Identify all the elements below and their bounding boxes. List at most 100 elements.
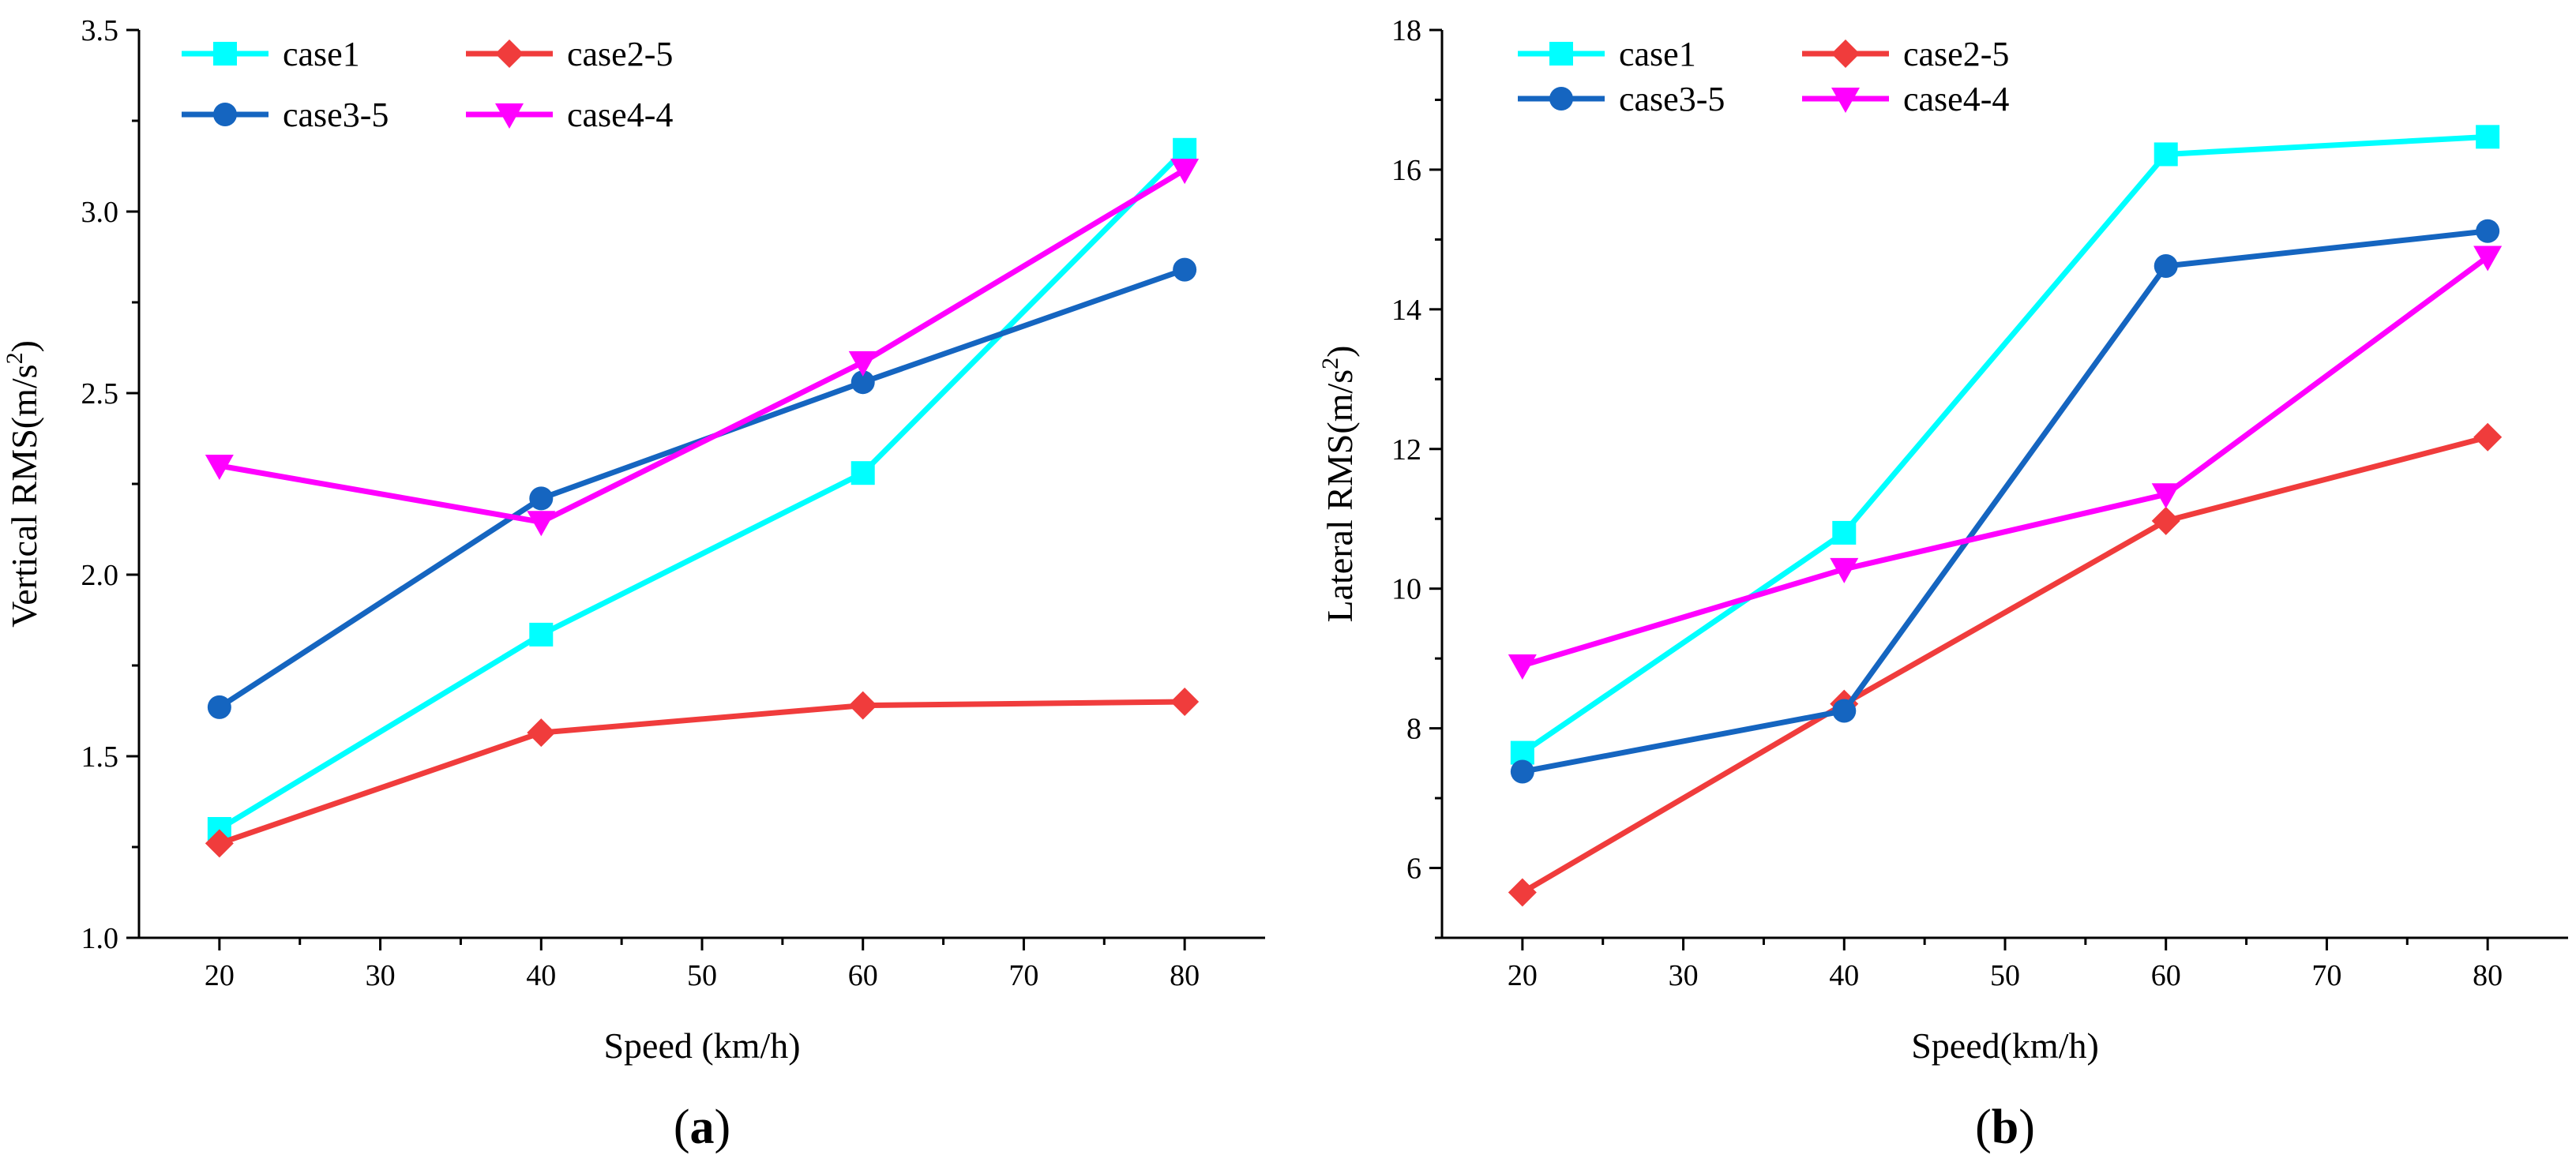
chart-b-y-tick-label: 16 <box>1391 154 1421 187</box>
chart-a-point-case2-5 <box>527 718 556 748</box>
chart-a-legend-label-case1: case1 <box>283 35 360 73</box>
chart-a-legend-label-case4-4: case4-4 <box>567 96 673 134</box>
chart-a-point-case4-4 <box>1170 159 1200 185</box>
chart-b-point-case1 <box>2476 125 2500 149</box>
chart-a-legend-item-case2-5: case2-5 <box>466 35 673 73</box>
chart-b-point-case2-5 <box>2151 506 2180 535</box>
chart-b-x-tick-label: 30 <box>1669 959 1699 992</box>
chart-b-y-axis-title-end: ) <box>1320 345 1360 357</box>
chart-b-series-case3-5 <box>1510 219 2500 784</box>
chart-b-y-tick-label: 8 <box>1406 713 1421 746</box>
chart-a-y-tick-label: 1.0 <box>81 922 119 955</box>
chart-b-legend-marker-case1 <box>1549 42 1573 66</box>
chart-a-point-case1 <box>851 461 875 485</box>
chart-b-point-case4-4 <box>2151 483 2180 509</box>
chart-a-line-case1 <box>218 148 1187 831</box>
chart-b-x-tick-label: 80 <box>2473 959 2503 992</box>
chart-a-y-tick-label: 2.5 <box>81 377 119 410</box>
chart-b-line-case3-5 <box>1522 228 2488 774</box>
chart-b-series-case1 <box>1510 125 2500 765</box>
chart-b-point-case1 <box>2154 142 2178 167</box>
chart-a-y-tick-label: 1.5 <box>81 740 119 774</box>
chart-a-x-tick-label: 30 <box>366 959 396 992</box>
chart-a-panel-paren-open: ( <box>674 1100 690 1154</box>
chart-b-legend-item-case2-5: case2-5 <box>1802 35 2009 73</box>
chart-b-panel-letter: b <box>1992 1100 2018 1154</box>
chart-b-legend-item-case4-4: case4-4 <box>1802 80 2009 118</box>
chart-a-point-case2-5 <box>205 829 234 858</box>
chart-b-y-tick-label: 6 <box>1406 853 1421 886</box>
chart-b-series-case4-4 <box>1508 246 2503 680</box>
chart-a-point-case2-5 <box>1170 688 1200 716</box>
chart-a-x-tick-label: 80 <box>1170 959 1200 992</box>
chart-b-line-case4-4 <box>1521 254 2490 669</box>
chart-b-legend-label-case2-5: case2-5 <box>1903 35 2009 73</box>
chart-a-point-case3-5 <box>1173 257 1197 282</box>
chart-a-legend-item-case3-5: case3-5 <box>182 96 389 134</box>
chart-b-legend: case1 case2-5 case3-5 case4-4 <box>1518 35 2009 118</box>
chart-a-panel-letter: a <box>690 1100 715 1154</box>
chart-a-point-case1 <box>529 622 554 647</box>
chart-a-legend-marker-case2-5 <box>495 39 524 68</box>
chart-b-line-case2-5 <box>1521 434 2489 895</box>
chart-b-panel: 20 30 40 50 60 70 80 6 8 10 12 14 16 18 Speed(km/h) Lat… <box>1317 14 2568 1154</box>
chart-a-point-case4-4 <box>848 350 877 377</box>
chart-b-point-case3-5 <box>1832 699 1857 723</box>
chart-b-point-case4-4 <box>1508 654 1537 680</box>
chart-a-y-axis-title-end: ) <box>4 340 44 352</box>
chart-a-legend-marker-case4-4 <box>495 103 524 129</box>
chart-b-panel-paren-close: ) <box>2018 1100 2035 1154</box>
chart-a-y-tick-label: 3.5 <box>81 14 119 47</box>
chart-b-legend-label-case3-5: case3-5 <box>1619 80 1725 118</box>
chart-a-point-case3-5 <box>207 695 231 719</box>
chart-b-x-tick-label: 60 <box>2151 959 2181 992</box>
chart-b-y-axis-title: Lateral RMS(m/s2) <box>1317 345 1360 622</box>
chart-a-series-case2-5 <box>205 688 1200 858</box>
chart-b-line-case1 <box>1520 133 2488 755</box>
chart-a-legend: case1 case2-5 case3-5 case4-4 <box>182 35 673 134</box>
chart-b-x-tick-label: 20 <box>1508 959 1538 992</box>
chart-b-panel-paren-open: ( <box>1975 1100 1992 1154</box>
chart-a-legend-item-case4-4: case4-4 <box>466 96 673 134</box>
chart-a-x-tick-label: 40 <box>526 959 556 992</box>
chart-b-point-case2-5 <box>1508 878 1537 907</box>
chart-b-point-case4-4 <box>2473 246 2503 272</box>
chart-a-legend-item-case1: case1 <box>182 35 360 73</box>
chart-a-panel: 20 30 40 50 60 70 80 1.0 1.5 2.0 2.5 3.0 3.5 Speed (k… <box>2 14 1265 1154</box>
chart-a-y-tick-label: 2.0 <box>81 559 119 592</box>
chart-b-y-tick-label: 14 <box>1391 294 1421 327</box>
chart-b-x-tick-label: 50 <box>1990 959 2020 992</box>
chart-b-x-axis-title: Speed(km/h) <box>1911 1025 2099 1066</box>
chart-a-series-case4-4 <box>205 159 1200 537</box>
chart-b-series-case2-5 <box>1508 422 2503 907</box>
chart-b-point-case3-5 <box>2154 254 2178 278</box>
chart-a-point-case4-4 <box>205 455 234 480</box>
chart-b-point-case3-5 <box>1510 759 1534 784</box>
chart-a-point-case4-4 <box>527 511 556 537</box>
chart-a-legend-label-case2-5: case2-5 <box>567 35 673 73</box>
chart-a-x-axis-title: Speed (km/h) <box>603 1025 800 1066</box>
chart-b-legend-item-case1: case1 <box>1518 35 1696 73</box>
chart-b-legend-label-case1: case1 <box>1619 35 1696 73</box>
chart-b-legend-item-case3-5: case3-5 <box>1518 80 1725 118</box>
chart-a-legend-marker-case3-5 <box>213 103 237 126</box>
chart-a-x-tick-label: 20 <box>205 959 235 992</box>
chart-b-point-case3-5 <box>2476 219 2500 243</box>
chart-a-x-tick-label: 70 <box>1008 959 1038 992</box>
chart-b-panel-label: (b) <box>1975 1100 2035 1154</box>
chart-a-y-tick-label: 3.0 <box>81 196 119 229</box>
chart-a-y-axis-title-sup: 2 <box>2 352 28 364</box>
chart-b-y-tick-label: 12 <box>1391 433 1421 467</box>
chart-a-y-axis-title: Vertical RMS(m/s2) <box>2 340 44 628</box>
chart-a-line-case2-5 <box>218 699 1185 846</box>
chart-b-point-case2-5 <box>2473 422 2503 452</box>
chart-a-y-axis-title-main: Vertical RMS(m/s <box>4 364 44 627</box>
chart-b-point-case1 <box>1832 520 1857 545</box>
chart-b-y-axis-title-main: Lateral RMS(m/s <box>1320 369 1360 623</box>
chart-a-panel-label: (a) <box>674 1100 730 1154</box>
chart-b-y-tick-label: 10 <box>1391 573 1421 606</box>
chart-a-panel-paren-close: ) <box>715 1100 731 1154</box>
chart-a-point-case3-5 <box>529 486 554 511</box>
chart-b-legend-marker-case3-5 <box>1549 87 1573 111</box>
